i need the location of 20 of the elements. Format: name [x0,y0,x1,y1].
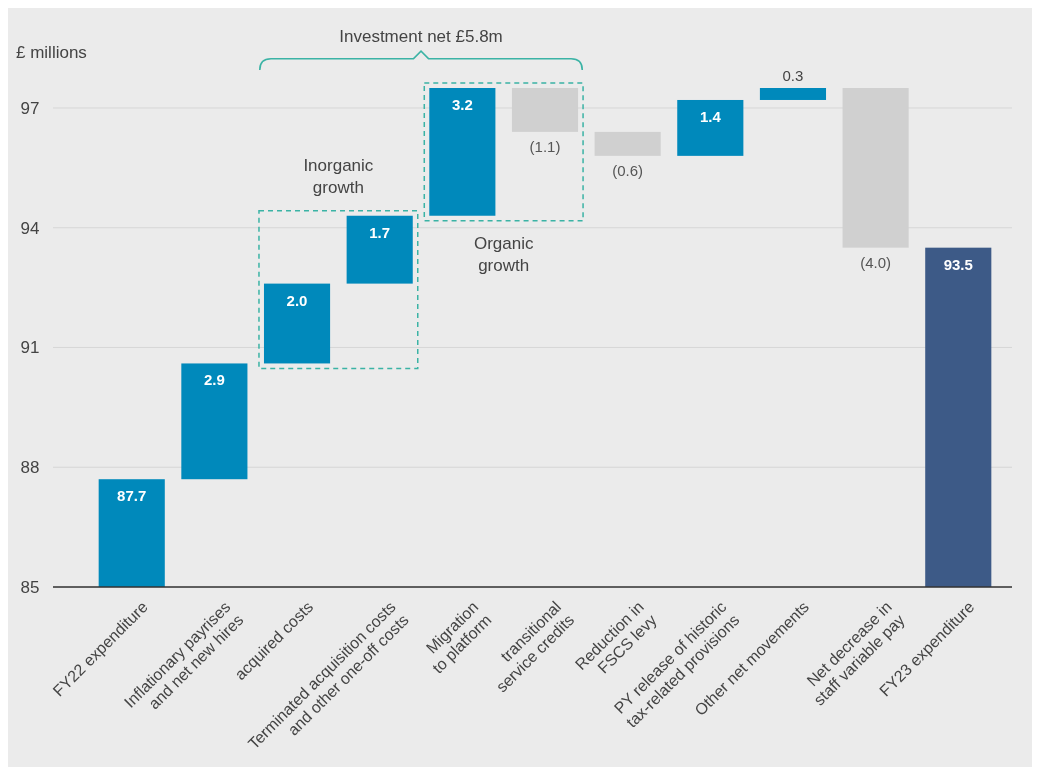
y-axis-title: £ millions [16,43,87,62]
data-label: (4.0) [860,253,892,271]
y-tick-label: 97 [20,98,40,118]
y-tick-label: 88 [20,458,40,478]
data-label: (1.1) [529,137,561,155]
data-label: 93.5 [943,255,973,273]
data-label: 3.2 [451,96,473,113]
data-label: 0.3 [782,67,804,84]
data-label: 2.9 [203,371,225,389]
y-tick-label: 91 [20,338,40,358]
y-tick-label: 94 [20,218,40,238]
data-label: 1.4 [699,107,722,125]
text: Investment net £5.8m [339,27,503,46]
data-label: 1.7 [369,223,391,241]
annotation: Inorganic growth [303,155,374,197]
annotation: Organic growth [473,233,534,275]
y-tick-label: 85 [20,578,40,597]
data-label: 2.0 [286,291,308,309]
data-label: (0.6) [612,161,644,179]
data-label: 87.7 [117,487,147,505]
